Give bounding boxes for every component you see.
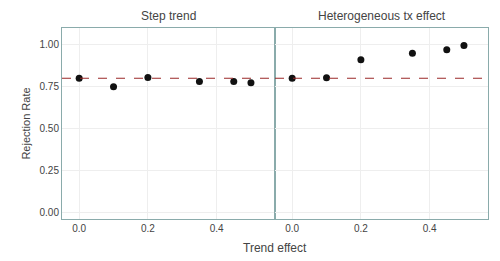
svg-text:Trend effect: Trend effect bbox=[243, 241, 307, 255]
svg-text:0.00: 0.00 bbox=[40, 207, 60, 218]
svg-text:0.50: 0.50 bbox=[40, 123, 60, 134]
svg-text:0.0: 0.0 bbox=[285, 223, 299, 234]
svg-text:Heterogeneous tx effect: Heterogeneous tx effect bbox=[318, 9, 446, 23]
svg-text:0.0: 0.0 bbox=[72, 223, 86, 234]
svg-text:0.2: 0.2 bbox=[354, 223, 368, 234]
svg-text:0.4: 0.4 bbox=[423, 223, 437, 234]
svg-text:Step trend: Step trend bbox=[141, 9, 196, 23]
svg-text:0.4: 0.4 bbox=[210, 223, 224, 234]
svg-text:0.25: 0.25 bbox=[40, 165, 60, 176]
svg-text:0.2: 0.2 bbox=[141, 223, 155, 234]
svg-text:Rejection Rate: Rejection Rate bbox=[20, 87, 32, 159]
svg-text:1.00: 1.00 bbox=[40, 39, 60, 50]
svg-text:0.75: 0.75 bbox=[40, 81, 60, 92]
